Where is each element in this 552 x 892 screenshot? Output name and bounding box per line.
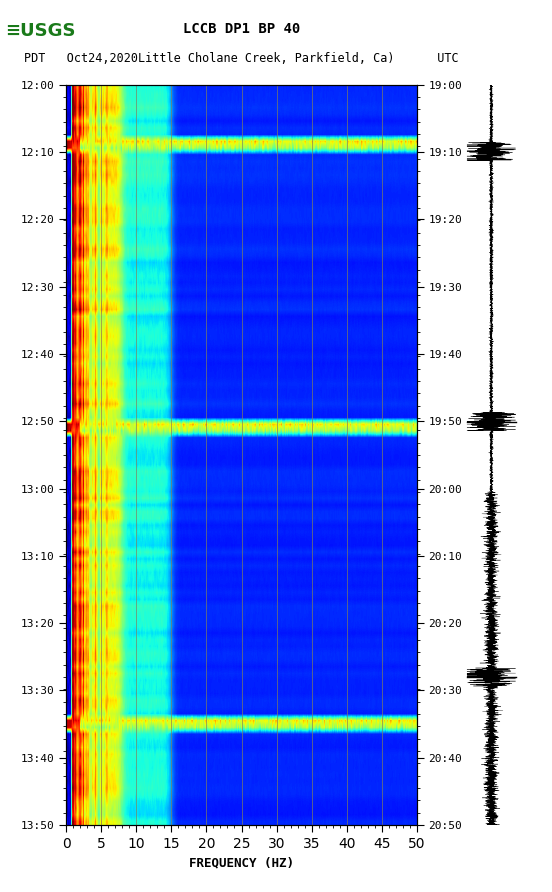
X-axis label: FREQUENCY (HZ): FREQUENCY (HZ) (189, 856, 294, 870)
Text: PDT   Oct24,2020Little Cholane Creek, Parkfield, Ca)      UTC: PDT Oct24,2020Little Cholane Creek, Park… (24, 52, 459, 65)
Text: ≡USGS: ≡USGS (6, 22, 76, 40)
Text: LCCB DP1 BP 40: LCCB DP1 BP 40 (183, 21, 300, 36)
